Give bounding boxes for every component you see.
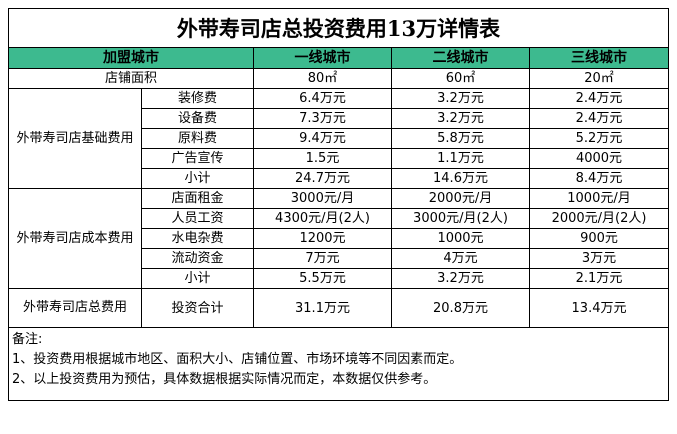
note-line: 2、以上投资费用为预估，具体数据根据实际情况而定，本数据仅供参考。 bbox=[12, 372, 437, 387]
row-label: 流动资金 bbox=[141, 248, 254, 269]
row-label: 原料费 bbox=[141, 128, 254, 149]
row-label: 广告宣传 bbox=[141, 148, 254, 169]
row-label: 小计 bbox=[141, 168, 254, 189]
cell-value: 2000元/月 bbox=[391, 188, 530, 209]
notes-heading: 备注: bbox=[12, 332, 43, 347]
header-tier3: 三线城市 bbox=[528, 47, 670, 69]
total-row: 外带寿司店总费用 投资合计 31.1万元 20.8万元 13.4万元 bbox=[8, 288, 670, 328]
area-value: 80㎡ bbox=[253, 68, 392, 89]
header-tier1: 一线城市 bbox=[253, 47, 392, 69]
cost-table: 外带寿司店总投资费用13万详情表 加盟城市 一线城市 二线城市 三线城市 店铺面… bbox=[7, 8, 670, 401]
header-tier2: 二线城市 bbox=[391, 47, 530, 69]
cell-value: 7万元 bbox=[253, 248, 392, 269]
cell-value: 3.2万元 bbox=[391, 88, 530, 109]
cell-value: 2.1万元 bbox=[528, 268, 670, 289]
cell-value: 2.4万元 bbox=[528, 108, 670, 129]
cell-value: 3000元/月 bbox=[253, 188, 392, 209]
cell-value: 13.4万元 bbox=[528, 288, 670, 328]
notes-row: 备注: 1、投资费用根据城市地区、面积大小、店铺位置、市场环境等不同因素而定。 … bbox=[7, 327, 670, 401]
row-label: 店面租金 bbox=[141, 188, 254, 209]
table-row: 流动资金 7万元 4万元 3万元 bbox=[9, 248, 670, 269]
cell-value: 3000元/月(2人) bbox=[391, 208, 530, 229]
cell-value: 900元 bbox=[528, 228, 670, 249]
cell-value: 4000元 bbox=[528, 148, 670, 169]
cell-value: 4300元/月(2人) bbox=[253, 208, 392, 229]
cell-value: 7.3万元 bbox=[253, 108, 392, 129]
base-costs-group-label: 外带寿司店基础费用 bbox=[8, 88, 142, 189]
cell-value: 2000元/月(2人) bbox=[528, 208, 670, 229]
cell-value: 31.1万元 bbox=[253, 288, 392, 328]
table-row: 水电杂费 1200元 1000元 900元 bbox=[9, 228, 670, 249]
cell-value: 1000元 bbox=[391, 228, 530, 249]
cell-value: 5.5万元 bbox=[253, 268, 392, 289]
row-label: 装修费 bbox=[141, 88, 254, 109]
area-value: 60㎡ bbox=[391, 68, 530, 89]
row-label: 投资合计 bbox=[141, 288, 254, 328]
cell-value: 14.6万元 bbox=[391, 168, 530, 189]
cell-value: 3.2万元 bbox=[391, 268, 530, 289]
cell-value: 1200元 bbox=[253, 228, 392, 249]
cell-value: 2.4万元 bbox=[528, 88, 670, 109]
notes-cell: 备注: 1、投资费用根据城市地区、面积大小、店铺位置、市场环境等不同因素而定。 … bbox=[7, 327, 670, 401]
cell-value: 6.4万元 bbox=[253, 88, 392, 109]
area-value: 20㎡ bbox=[528, 68, 670, 89]
table-row: 广告宣传 1.5元 1.1万元 4000元 bbox=[9, 148, 670, 169]
cost-table-container: 外带寿司店总投资费用13万详情表 加盟城市 一线城市 二线城市 三线城市 店铺面… bbox=[7, 8, 670, 426]
cell-value: 5.8万元 bbox=[391, 128, 530, 149]
row-label: 水电杂费 bbox=[141, 228, 254, 249]
row-label: 小计 bbox=[141, 268, 254, 289]
table-row: 外带寿司店基础费用 装修费 6.4万元 3.2万元 2.4万元 bbox=[8, 88, 670, 189]
table-row: 人员工资 4300元/月(2人) 3000元/月(2人) 2000元/月(2人) bbox=[9, 208, 670, 229]
header-city-label: 加盟城市 bbox=[8, 47, 254, 69]
cell-value: 8.4万元 bbox=[528, 168, 670, 189]
area-row: 店铺面积 80㎡ 60㎡ 20㎡ bbox=[8, 68, 670, 89]
cell-value: 5.2万元 bbox=[528, 128, 670, 149]
row-label: 设备费 bbox=[141, 108, 254, 129]
total-group-label: 外带寿司店总费用 bbox=[8, 288, 142, 328]
cell-value: 1000元/月 bbox=[528, 188, 670, 209]
note-line: 1、投资费用根据城市地区、面积大小、店铺位置、市场环境等不同因素而定。 bbox=[12, 352, 463, 367]
cell-value: 20.8万元 bbox=[391, 288, 530, 328]
table-row: 小计 24.7万元 14.6万元 8.4万元 bbox=[9, 168, 670, 189]
cell-value: 24.7万元 bbox=[253, 168, 392, 189]
cell-value: 3万元 bbox=[528, 248, 670, 269]
area-label: 店铺面积 bbox=[8, 68, 254, 89]
table-row: 外带寿司店成本费用 店面租金 3000元/月 2000元/月 1000元/月 bbox=[8, 188, 670, 289]
cell-value: 4万元 bbox=[391, 248, 530, 269]
cell-value: 1.5元 bbox=[253, 148, 392, 169]
cell-value: 1.1万元 bbox=[391, 148, 530, 169]
cell-value: 3.2万元 bbox=[391, 108, 530, 129]
table-title: 外带寿司店总投资费用13万详情表 bbox=[7, 8, 670, 48]
row-label: 人员工资 bbox=[141, 208, 254, 229]
operating-costs-group-label: 外带寿司店成本费用 bbox=[8, 188, 142, 289]
cell-value: 9.4万元 bbox=[253, 128, 392, 149]
